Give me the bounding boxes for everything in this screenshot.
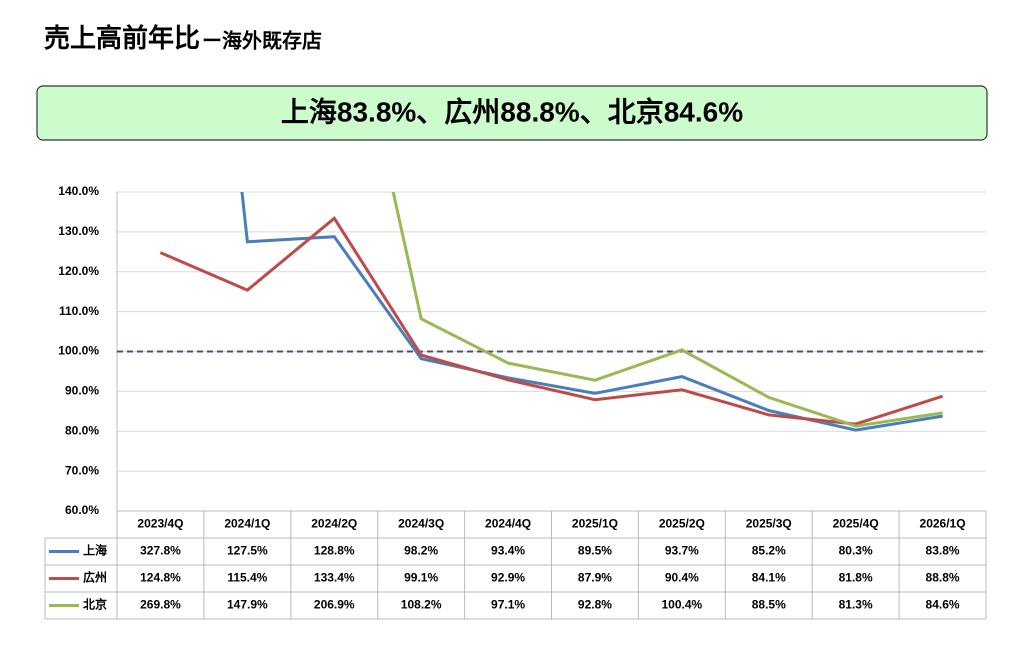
table-cell: 98.2% [404,544,438,558]
x-tick-label: 2024/3Q [398,517,444,531]
y-tick-label: 130.0% [58,224,99,238]
x-tick-label: 2025/3Q [746,517,792,531]
table-cell: 83.8% [926,544,960,558]
y-tick-label: 70.0% [65,463,99,477]
table-cell: 133.4% [314,571,355,585]
table-cell: 147.9% [227,598,268,612]
table-cell: 269.8% [140,598,181,612]
x-tick-label: 2025/4Q [833,517,879,531]
table-cell: 99.1% [404,571,438,585]
table-cell: 90.4% [665,571,699,585]
table-cell: 327.8% [140,544,181,558]
x-tick-label: 2024/4Q [485,517,531,531]
banner [36,85,988,141]
series-line [391,192,943,428]
table-cell: 97.1% [491,598,525,612]
table-cell: 88.8% [926,571,960,585]
table-cell: 89.5% [578,544,612,558]
table-cell: 93.4% [491,544,525,558]
y-tick-label: 60.0% [65,503,99,517]
table-cell: 84.6% [926,598,960,612]
legend-label: 上海 [83,543,107,558]
y-tick-label: 110.0% [59,304,99,318]
table-cell: 108.2% [401,598,442,612]
table-cell: 206.9% [314,598,355,612]
table-cell: 84.1% [752,571,786,585]
table-cell: 124.8% [140,571,181,585]
chart-subtitle: ー海外既存店 [202,28,322,52]
x-tick-label: 2023/4Q [137,517,183,531]
x-tick-label: 2025/1Q [572,517,618,531]
table-cell: 87.9% [578,571,612,585]
table-cell: 85.2% [752,544,786,558]
y-tick-label: 140.0% [58,184,99,198]
table-cell: 81.3% [839,598,873,612]
annotation: 上海83.8%、広州88.8%、北京84.6% [281,95,743,127]
x-tick-label: 2024/1Q [224,517,270,531]
y-tick-label: 120.0% [58,264,99,278]
series-line [240,192,943,432]
y-tick-label: 90.0% [65,384,99,398]
table-cell: 128.8% [314,544,355,558]
table-cell: 92.9% [491,571,525,585]
table-cell: 92.8% [578,598,612,612]
y-tick-label: 100.0% [58,344,99,358]
x-tick-label: 2024/2Q [311,517,357,531]
legend-label: 北京 [83,597,107,612]
table-cell: 81.8% [839,571,873,585]
table-cell: 93.7% [665,544,699,558]
table-cell: 100.4% [661,598,702,612]
x-tick-label: 2025/2Q [659,517,705,531]
table-cell: 115.4% [227,571,267,585]
y-tick-label: 80.0% [65,423,99,437]
x-tick-label: 2026/1Q [920,517,966,531]
table-cell: 88.5% [752,598,786,612]
chart-title: 売上高前年比 [44,23,200,53]
plot [159,192,944,432]
series-line [159,216,944,426]
legend-label: 広州 [83,570,107,585]
table-cell: 127.5% [227,544,268,558]
table-cell: 80.3% [839,544,873,558]
